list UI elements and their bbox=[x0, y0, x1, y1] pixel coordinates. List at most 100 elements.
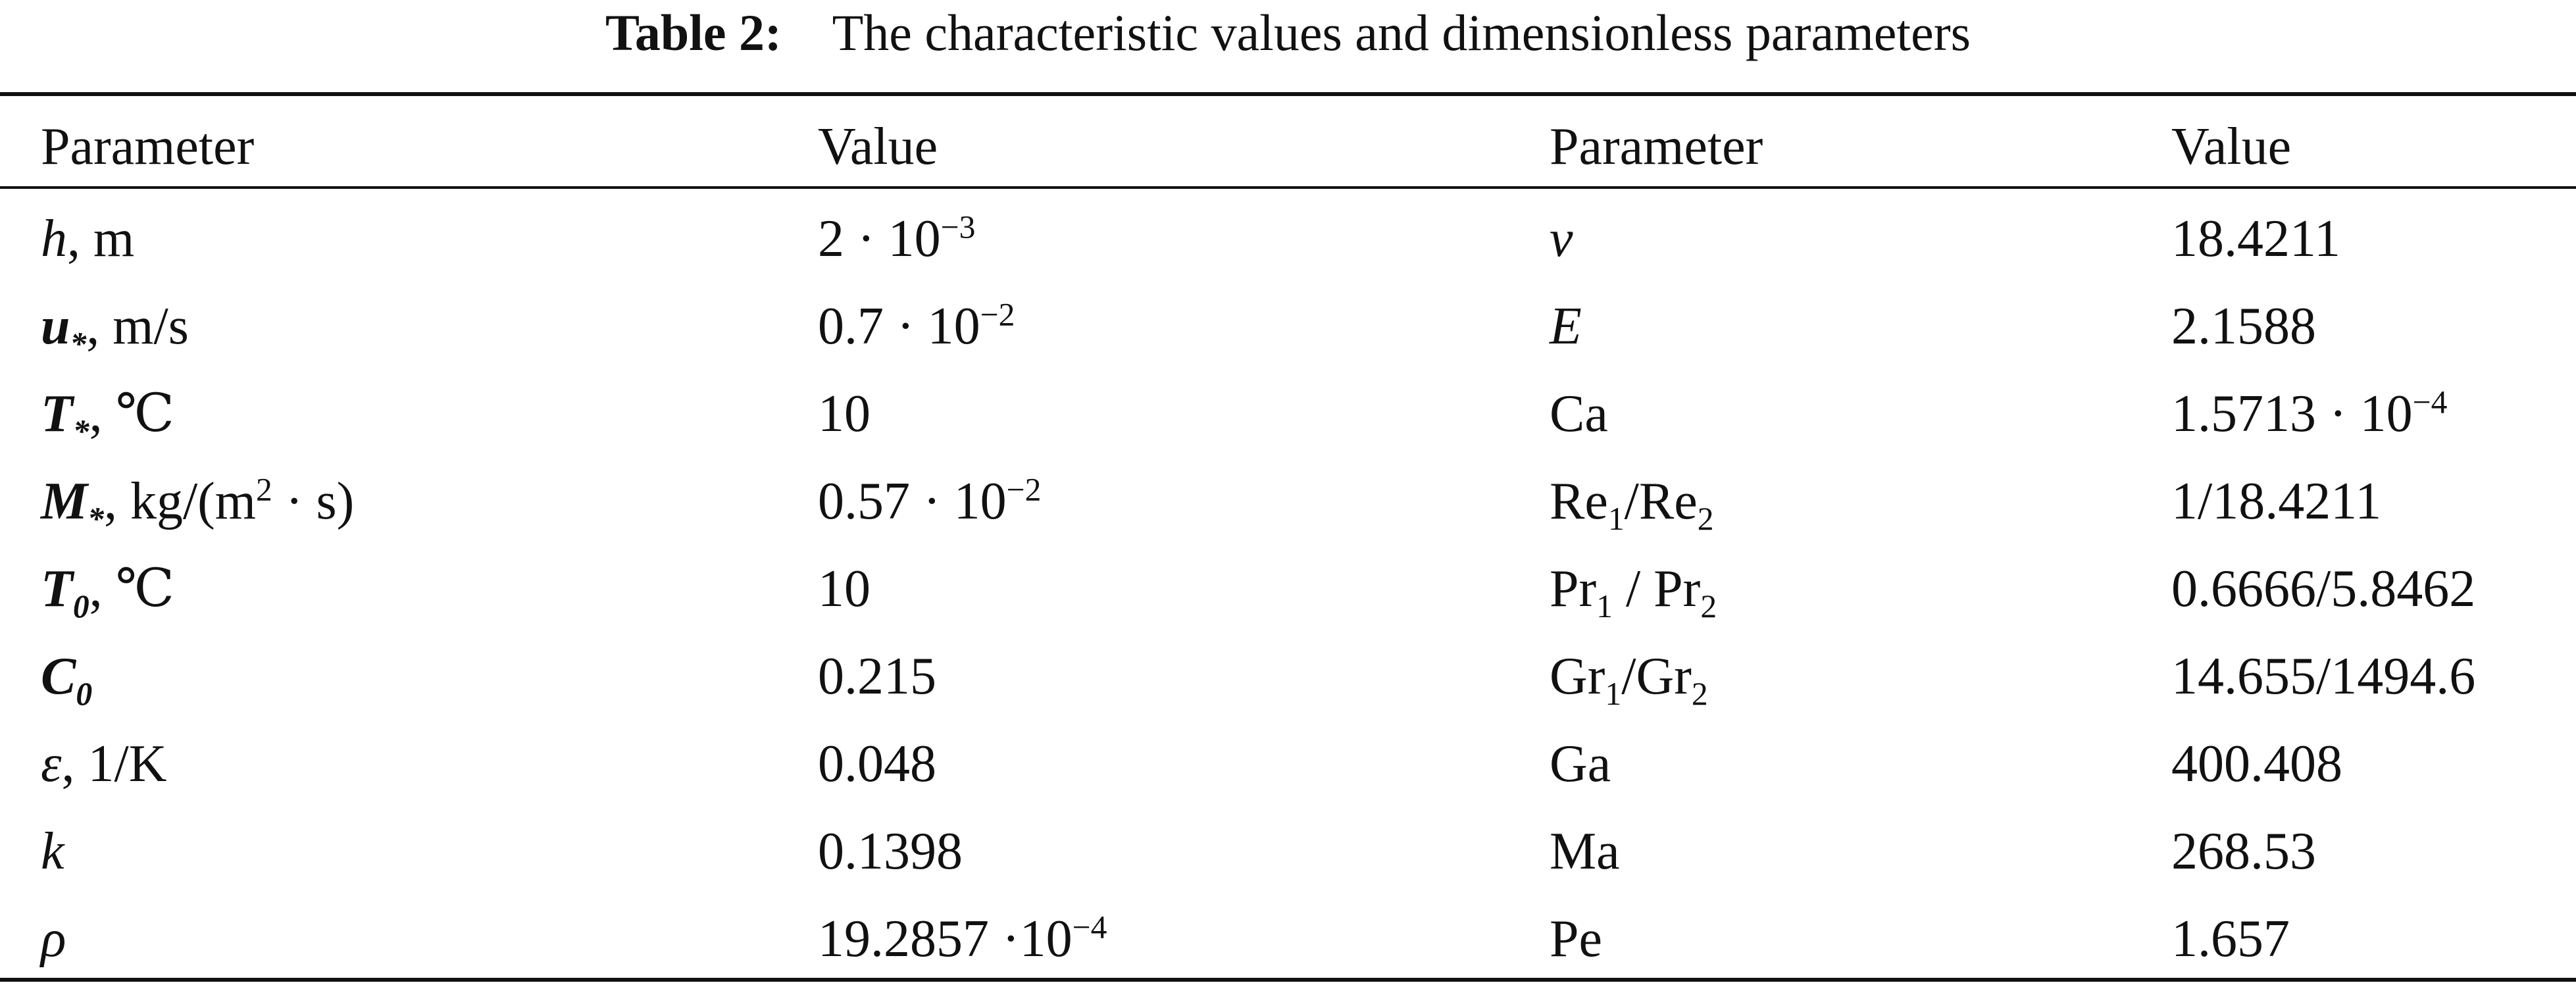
parameter-left-cell: C0 bbox=[41, 634, 92, 719]
table-row: k 0.1398 Ma 268.53 bbox=[0, 809, 2576, 894]
dimensionless-name: Pe bbox=[1550, 910, 1602, 968]
value-base: 14.655/1494.6 bbox=[2171, 647, 2476, 705]
parameter-left-cell: ρ bbox=[41, 896, 66, 982]
value-base: 0.6666/5.8462 bbox=[2171, 560, 2476, 618]
value-exponent: −4 bbox=[1073, 909, 1107, 945]
table-row: h, m 2 · 10−3 ν 18.4211 bbox=[0, 196, 2576, 282]
value-left-cell: 0.215 bbox=[818, 634, 936, 719]
table-caption-text: The characteristic values and dimensionl… bbox=[832, 4, 1971, 61]
header-value-left: Value bbox=[818, 118, 938, 176]
dimensionless-subscript-text: 1 bbox=[1596, 588, 1613, 624]
value-left-cell: 0.7 · 10−2 bbox=[818, 284, 1015, 369]
value-exponent-text: −2 bbox=[1006, 471, 1042, 508]
parameter-right-cell: Pe bbox=[1550, 896, 1602, 982]
dimensionless-subscript-2-text: 2 bbox=[1697, 501, 1714, 537]
dimensionless-name: Ga bbox=[1550, 735, 1611, 793]
parameter-subscript-text: * bbox=[88, 501, 104, 537]
value-base: 0.048 bbox=[818, 735, 936, 793]
value-exponent-text: −2 bbox=[980, 296, 1015, 333]
value-right-cell: 18.4211 bbox=[2171, 196, 2340, 282]
value-base: 19.2857 ·10 bbox=[818, 910, 1073, 968]
parameter-right-cell: Ga bbox=[1550, 721, 1611, 807]
value-base: 2.1588 bbox=[2171, 297, 2316, 355]
dimensionless-subscript-2: 2 bbox=[1692, 676, 1708, 712]
table-bottom-rule bbox=[0, 978, 2576, 982]
table-row: ρ 19.2857 ·10−4 Pe 1.657 bbox=[0, 896, 2576, 982]
value-exponent: −4 bbox=[2413, 384, 2448, 420]
value-right-cell: 2.1588 bbox=[2171, 284, 2316, 369]
value-exponent: −3 bbox=[941, 209, 976, 245]
parameter-symbol: u bbox=[41, 297, 70, 355]
value-right-cell: 0.6666/5.8462 bbox=[2171, 546, 2475, 632]
value-left-cell: 19.2857 ·10−4 bbox=[818, 896, 1107, 982]
dimensionless-symbol: ν bbox=[1550, 210, 1573, 268]
value-right-cell: 400.408 bbox=[2171, 721, 2342, 807]
parameter-right-cell: Gr1/Gr2 bbox=[1550, 634, 1708, 719]
dimensionless-subscript-2-text: 2 bbox=[1691, 676, 1708, 712]
parameter-subscript-text: 0 bbox=[72, 588, 89, 624]
parameter-subscript-text: * bbox=[70, 326, 87, 362]
value-exponent-text: −4 bbox=[2412, 384, 2448, 420]
value-right-cell: 1/18.4211 bbox=[2171, 459, 2381, 544]
value-left-cell: 2 · 10−3 bbox=[818, 196, 975, 282]
dimensionless-subscript: 1 bbox=[1608, 501, 1625, 537]
table-row: C0 0.215 Gr1/Gr2 14.655/1494.6 bbox=[0, 634, 2576, 719]
dimensionless-separator: / bbox=[1621, 647, 1636, 705]
table-row: u*, m/s 0.7 · 10−2 E 2.1588 bbox=[0, 284, 2576, 369]
dimensionless-subscript: 1 bbox=[1596, 588, 1613, 624]
parameter-unit: , kg/(m bbox=[103, 472, 257, 530]
table-row: M*, kg/(m2 · s) 0.57 · 10−2 Re1/Re2 1/18.42… bbox=[0, 459, 2576, 544]
value-exponent-text: −4 bbox=[1072, 909, 1107, 946]
parameter-unit: , ℃ bbox=[89, 560, 175, 618]
parameter-subscript: * bbox=[70, 326, 87, 362]
parameter-left-cell: u*, m/s bbox=[41, 284, 189, 369]
value-left-cell: 0.048 bbox=[818, 721, 936, 807]
value-base: 10 bbox=[818, 385, 871, 443]
value-base: 268.53 bbox=[2171, 822, 2316, 880]
dimensionless-name-2: Re bbox=[1638, 472, 1698, 530]
dimensionless-subscript-text: 1 bbox=[1607, 501, 1625, 537]
parameter-left-cell: h, m bbox=[41, 196, 134, 282]
parameter-symbol: C bbox=[41, 647, 76, 705]
dimensionless-subscript-text: 1 bbox=[1605, 676, 1622, 712]
parameter-unit: , ℃ bbox=[89, 385, 175, 443]
value-base: 2 · 10 bbox=[818, 210, 941, 268]
parameter-right-cell: Ca bbox=[1550, 371, 1608, 457]
parameter-symbol: T bbox=[41, 385, 73, 443]
header-parameter-right: Parameter bbox=[1550, 118, 1763, 176]
parameter-symbol: k bbox=[41, 822, 64, 880]
dimensionless-separator: / bbox=[1624, 472, 1639, 530]
parameter-unit: , 1/K bbox=[61, 735, 167, 793]
parameter-symbol: ρ bbox=[41, 910, 66, 968]
dimensionless-separator: / bbox=[1612, 560, 1654, 618]
dimensionless-name: Pr bbox=[1550, 560, 1597, 618]
dimensionless-subscript: 1 bbox=[1605, 676, 1621, 712]
table-top-rule bbox=[0, 92, 2576, 96]
parameter-subscript: 0 bbox=[76, 676, 92, 712]
dimensionless-subscript-2-text: 2 bbox=[1700, 588, 1717, 624]
parameter-left-cell: M*, kg/(m2 · s) bbox=[41, 459, 354, 544]
parameter-unit-superscript: 2 bbox=[256, 471, 272, 507]
parameter-left-cell: k bbox=[41, 809, 64, 894]
dimensionless-name: Gr bbox=[1550, 647, 1605, 705]
parameter-right-cell: Re1/Re2 bbox=[1550, 459, 1714, 544]
parameter-unit: , m/s bbox=[86, 297, 189, 355]
parameter-right-cell: E bbox=[1550, 284, 1582, 369]
parameter-symbol: ε bbox=[41, 735, 62, 793]
parameter-unit: , m bbox=[67, 210, 135, 268]
parameter-right-cell: Ma bbox=[1550, 809, 1620, 894]
dimensionless-name-2: Gr bbox=[1636, 647, 1692, 705]
parameter-subscript: * bbox=[73, 413, 89, 449]
value-left-cell: 10 bbox=[818, 546, 871, 632]
table-caption: Table 2: The characteristic values and d… bbox=[0, 0, 2576, 72]
value-base: 18.4211 bbox=[2171, 210, 2341, 268]
value-base: 0.57 · 10 bbox=[818, 472, 1007, 530]
table-row: T0, ℃ 10 Pr1 / Pr2 0.6666/5.8462 bbox=[0, 546, 2576, 632]
value-right-cell: 268.53 bbox=[2171, 809, 2316, 894]
value-right-cell: 1.657 bbox=[2171, 896, 2290, 982]
header-parameter-left: Parameter bbox=[41, 118, 255, 176]
value-base: 0.7 · 10 bbox=[818, 297, 980, 355]
value-base: 0.215 bbox=[818, 647, 936, 705]
dimensionless-subscript-2: 2 bbox=[1698, 501, 1714, 537]
parameter-symbol: h bbox=[41, 210, 67, 268]
